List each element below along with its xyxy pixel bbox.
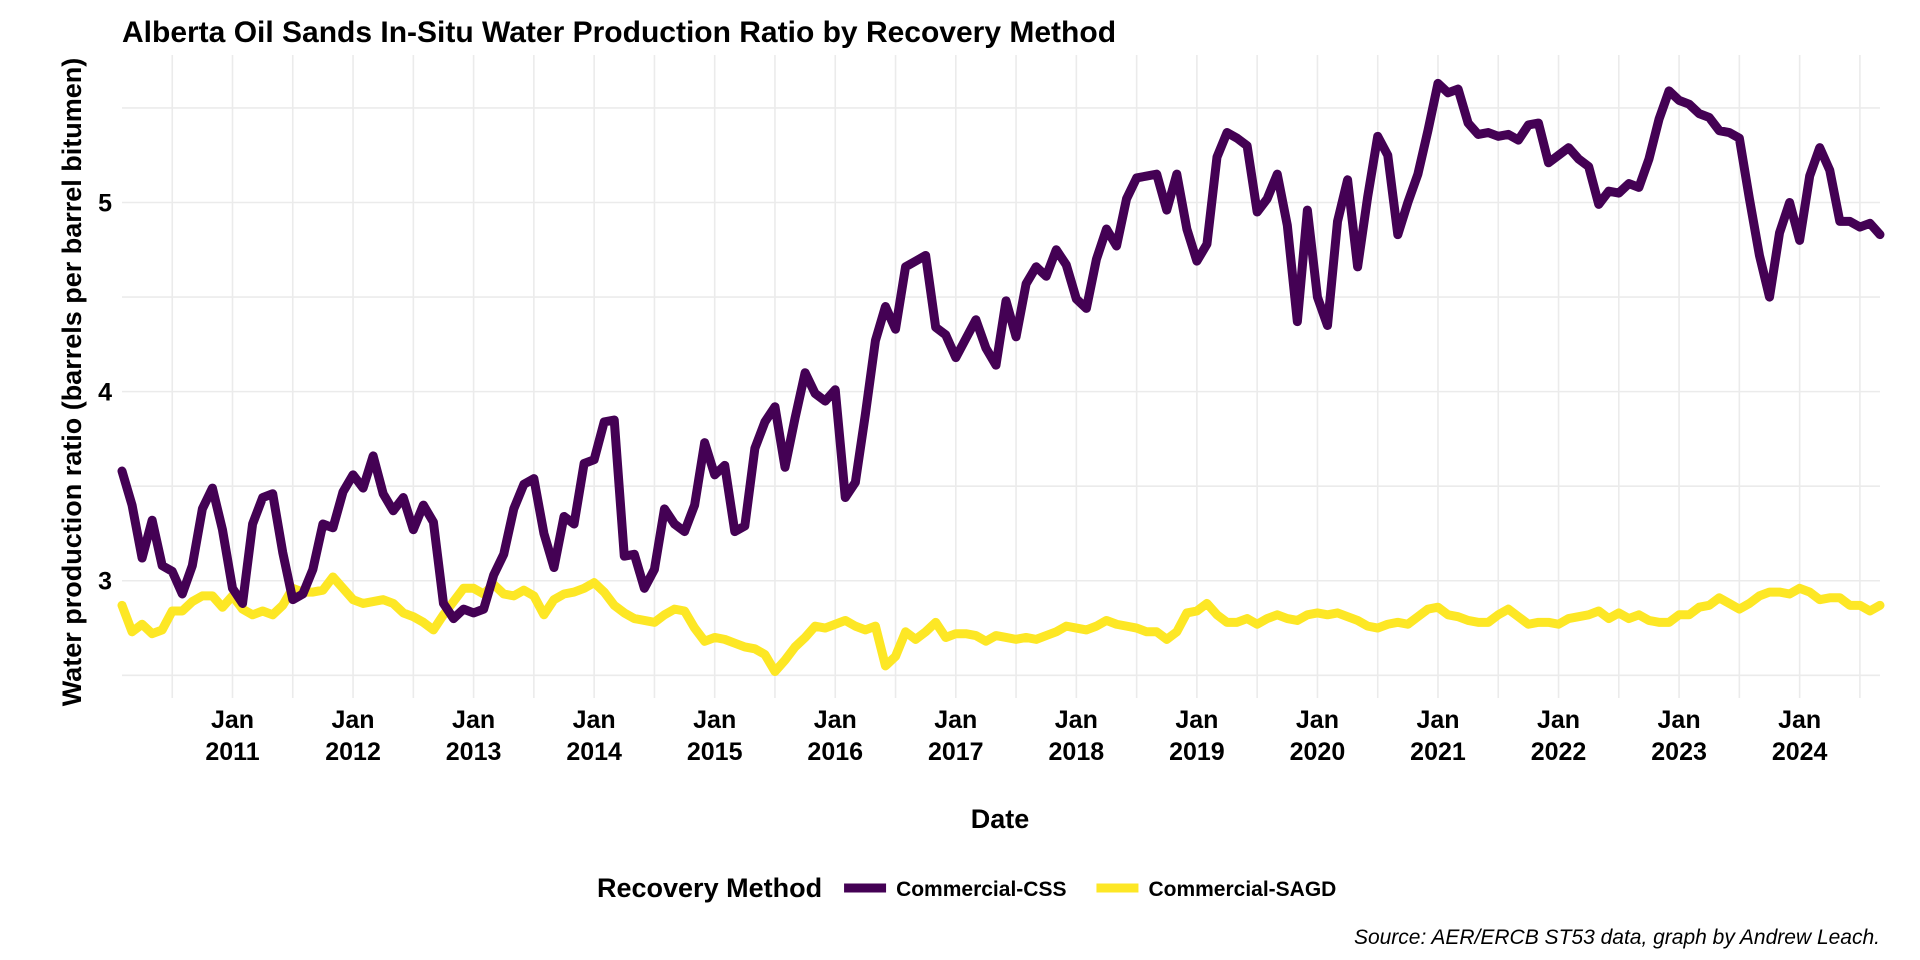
x-tick-label-year: 2024 xyxy=(1772,738,1828,766)
x-tick-label-month: Jan xyxy=(573,706,616,734)
x-tick-label-month: Jan xyxy=(452,706,495,734)
gridlines xyxy=(122,55,1880,698)
y-axis-ticks: 3 4 5 xyxy=(98,190,112,596)
y-tick-label: 5 xyxy=(98,190,112,218)
x-tick-label-month: Jan xyxy=(934,706,977,734)
x-tick-label-month: Jan xyxy=(1416,706,1459,734)
series-layer xyxy=(117,78,1885,677)
x-tick-label-year: 2020 xyxy=(1290,738,1346,766)
x-tick-label-month: Jan xyxy=(1175,706,1218,734)
legend-label-commercial-css: Commercial-CSS xyxy=(896,878,1066,901)
source-caption: Source: AER/ERCB ST53 data, graph by And… xyxy=(1354,926,1880,949)
y-tick-label: 4 xyxy=(98,379,112,407)
x-tick-label-year: 2018 xyxy=(1049,738,1105,766)
x-tick-label-year: 2022 xyxy=(1531,738,1587,766)
x-tick-label-year: 2013 xyxy=(446,738,502,766)
y-axis-title: Water production ratio (barrels per barr… xyxy=(57,58,87,707)
x-axis-title: Date xyxy=(971,804,1030,834)
x-tick-label-year: 2017 xyxy=(928,738,984,766)
x-tick-label-year: 2023 xyxy=(1651,738,1707,766)
x-tick-label-month: Jan xyxy=(1658,706,1701,734)
x-tick-label-year: 2011 xyxy=(205,738,259,766)
x-tick-label-year: 2012 xyxy=(325,738,381,766)
legend-label-commercial-sagd: Commercial-SAGD xyxy=(1148,878,1336,901)
series-line-commercial-css xyxy=(117,78,1885,624)
x-tick-label-year: 2015 xyxy=(687,738,743,766)
x-tick-label-month: Jan xyxy=(211,706,254,734)
x-tick-label-month: Jan xyxy=(332,706,375,734)
y-tick-label: 3 xyxy=(98,568,112,596)
x-tick-label-year: 2016 xyxy=(807,738,863,766)
legend-items: Commercial-CSS Commercial-SAGD xyxy=(844,878,1336,901)
chart-title: Alberta Oil Sands In-Situ Water Producti… xyxy=(122,16,1116,49)
x-axis-ticks: Jan 2011 Jan 2012 Jan 2013 Jan 2014 Jan 2015 Jan 20… xyxy=(205,706,1827,766)
x-tick-label-month: Jan xyxy=(693,706,736,734)
x-tick-label-month: Jan xyxy=(1778,706,1821,734)
x-tick-label-month: Jan xyxy=(1296,706,1339,734)
legend: Recovery Method Commercial-CSS Commercial… xyxy=(597,873,1336,903)
legend-title: Recovery Method xyxy=(597,873,822,903)
x-tick-label-month: Jan xyxy=(1055,706,1098,734)
x-tick-label-year: 2019 xyxy=(1169,738,1225,766)
x-tick-label-month: Jan xyxy=(1537,706,1580,734)
x-tick-label-year: 2021 xyxy=(1410,738,1466,766)
x-tick-label-month: Jan xyxy=(814,706,857,734)
series-line-commercial-sagd xyxy=(117,572,1885,677)
x-tick-label-year: 2014 xyxy=(566,738,622,766)
